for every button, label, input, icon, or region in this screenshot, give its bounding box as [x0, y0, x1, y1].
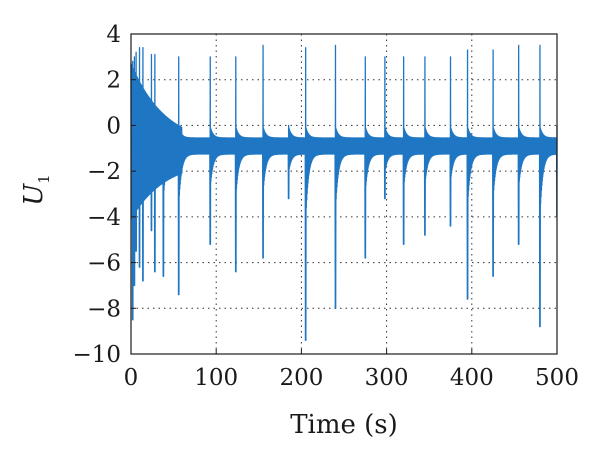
y-tick-label: −4 — [87, 205, 121, 231]
x-tick-label: 200 — [279, 365, 323, 391]
series-u1 — [130, 44, 558, 341]
y-tick-label: 4 — [106, 22, 121, 48]
y-tick-label: −6 — [87, 251, 121, 277]
series-line — [130, 44, 558, 341]
y-tick-label: −2 — [87, 159, 121, 185]
y-axis-label-subscript: 1 — [35, 174, 53, 184]
x-tick-label: 300 — [365, 365, 409, 391]
y-axis-label: U1 — [19, 174, 53, 205]
y-axis-label-main: U — [19, 183, 49, 206]
x-tick-label: 100 — [194, 365, 238, 391]
x-tick-label: 400 — [450, 365, 494, 391]
x-axis-label: Time (s) — [290, 410, 398, 440]
x-tick-label: 500 — [535, 365, 579, 391]
y-axis-ticks: 4 2 0 −2 −4 −6 −8 −10 — [72, 22, 136, 368]
x-axis-ticks: 0 100 200 300 400 500 — [124, 349, 579, 391]
y-tick-label: 2 — [106, 68, 121, 94]
grid-lines — [131, 34, 557, 354]
y-tick-label: −10 — [72, 342, 121, 368]
x-tick-label: 0 — [124, 365, 139, 391]
y-tick-label: −8 — [87, 296, 121, 322]
plot-frame — [130, 33, 558, 355]
y-tick-label: 0 — [106, 113, 121, 139]
